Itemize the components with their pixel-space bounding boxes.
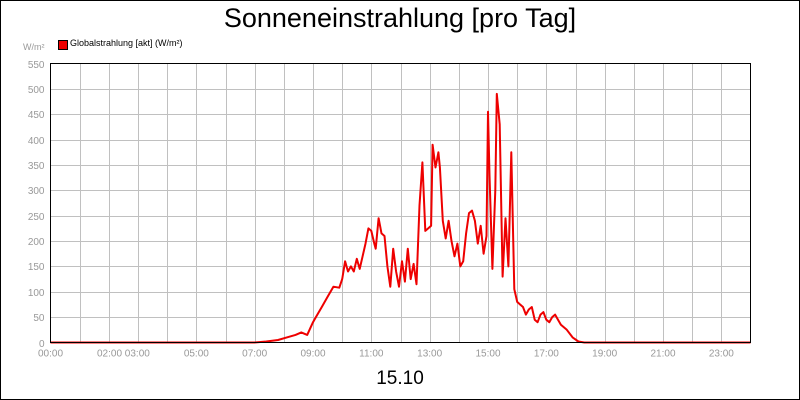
x-tick-label: 09:00	[300, 349, 325, 360]
x-tick-label: 02:00 03:00	[97, 349, 150, 360]
y-axis-ticks: 0 50 100 150 200 250 300 350 400 450 500 550	[28, 60, 45, 350]
y-tick-label: 450	[28, 110, 45, 121]
x-axis-date-label: 15.10	[376, 368, 424, 389]
y-tick-label: 500	[28, 85, 45, 96]
legend-label: Globalstrahlung [akt] (W/m²)	[70, 38, 183, 48]
legend-swatch	[58, 40, 68, 50]
plot-area-border	[50, 63, 751, 343]
y-tick-label: 200	[28, 237, 45, 248]
y-tick-label: 0	[39, 339, 45, 350]
y-tick-label: 150	[28, 262, 45, 273]
x-tick-label: 07:00	[242, 349, 267, 360]
x-tick-label: 00:00	[38, 349, 63, 360]
y-axis-unit-label: W/m²	[23, 42, 45, 52]
x-tick-label: 23:00	[709, 349, 734, 360]
x-tick-label: 15:00	[475, 349, 500, 360]
x-tick-label: 19:00	[592, 349, 617, 360]
x-tick-label: 05:00	[184, 349, 209, 360]
y-tick-label: 100	[28, 288, 45, 299]
grid	[50, 63, 751, 343]
x-tick-label: 11:00	[359, 349, 384, 360]
x-tick-label: 21:00	[650, 349, 675, 360]
x-tick-label: 13:00	[417, 349, 442, 360]
y-tick-label: 50	[33, 313, 45, 324]
y-tick-label: 350	[28, 161, 45, 172]
series-line-globalstrahlung	[50, 92, 751, 344]
y-tick-label: 250	[28, 212, 45, 223]
x-axis-ticks: 00:00 02:00 03:00 05:00 07:00 09:00 11:00 13:0…	[38, 349, 734, 360]
chart-title: Sonneneinstrahlung [pro Tag]	[223, 3, 577, 33]
y-tick-label: 300	[28, 186, 45, 197]
x-tick-label: 17:00	[534, 349, 559, 360]
y-tick-label: 550	[28, 60, 45, 71]
y-tick-label: 400	[28, 136, 45, 147]
